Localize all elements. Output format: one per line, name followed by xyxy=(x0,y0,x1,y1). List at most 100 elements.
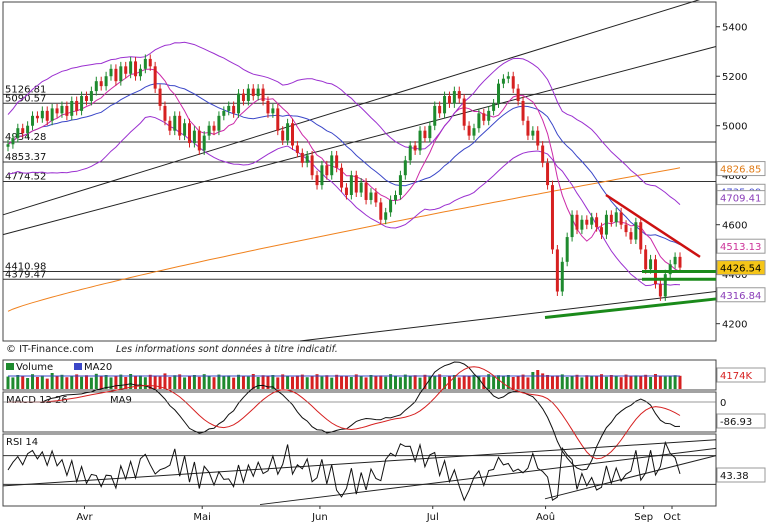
volume-bar xyxy=(310,375,314,389)
candle-body xyxy=(482,113,486,121)
volume-bar xyxy=(585,375,589,389)
ma20-legend-label: MA20 xyxy=(84,362,112,373)
candle-body xyxy=(163,105,167,121)
candle-body xyxy=(634,222,638,240)
volume-bar xyxy=(286,376,290,389)
volume-bar xyxy=(168,377,172,389)
macd-zero-label: 0 xyxy=(720,398,726,409)
candle-body xyxy=(290,123,294,146)
candle-body xyxy=(389,199,393,213)
volume-bar xyxy=(148,374,152,389)
volume-bar xyxy=(477,375,481,389)
rsi-trendline-3 xyxy=(544,455,717,500)
volume-bar xyxy=(256,377,260,389)
volume-bar xyxy=(31,374,35,389)
volume-bar xyxy=(639,376,643,389)
candle-body xyxy=(271,108,275,114)
volume-bar xyxy=(369,375,373,389)
volume-bar xyxy=(16,375,20,389)
candle-body xyxy=(438,105,442,114)
candle-body xyxy=(109,68,113,77)
candle-body xyxy=(84,96,88,101)
volume-bar xyxy=(546,375,550,389)
ma-short-line xyxy=(7,68,681,272)
volume-bar xyxy=(570,375,574,389)
candle-body xyxy=(614,212,618,223)
candle-body xyxy=(129,61,133,74)
volume-bar xyxy=(217,374,221,389)
level-label: 4934.28 xyxy=(5,132,46,143)
y-tick-label: 4200 xyxy=(722,320,747,331)
volume-bar xyxy=(26,378,30,389)
volume-bar xyxy=(45,378,49,389)
y-tick-label: 5000 xyxy=(722,122,747,133)
candle-body xyxy=(398,175,402,196)
right-value-label: 4826.85 xyxy=(720,165,761,176)
volume-bar xyxy=(550,376,554,389)
rsi-line xyxy=(7,440,681,502)
y-tick-label: 4800 xyxy=(722,171,747,182)
volume-bar xyxy=(290,376,294,389)
candle-body xyxy=(124,66,128,74)
level-label: 5090.57 xyxy=(5,93,46,104)
candle-body xyxy=(212,125,216,131)
volume-bar xyxy=(197,376,201,389)
candle-body xyxy=(35,115,39,119)
candle-body xyxy=(580,219,584,230)
volume-bar xyxy=(300,374,304,389)
volume-bar xyxy=(403,374,407,389)
candle-body xyxy=(26,125,30,134)
volume-bar xyxy=(207,375,211,389)
volume-bar xyxy=(99,376,103,389)
candle-body xyxy=(349,175,353,196)
candle-body xyxy=(487,110,491,121)
candle-body xyxy=(222,110,226,116)
candle-body xyxy=(60,105,64,114)
candle-body xyxy=(217,115,221,131)
volume-bar xyxy=(158,376,162,389)
x-month-label: Aoû xyxy=(536,511,555,523)
candle-body xyxy=(261,88,265,101)
candle-body xyxy=(477,113,481,129)
candle-body xyxy=(369,192,373,200)
volume-bar xyxy=(153,375,157,389)
volume-bar xyxy=(653,374,657,389)
upper-channel-line xyxy=(2,0,701,216)
candle-body xyxy=(266,100,270,114)
volume-bar xyxy=(84,375,88,389)
candle-body xyxy=(237,93,241,114)
volume-bar xyxy=(619,377,623,389)
bollinger-lower-line xyxy=(7,115,681,287)
volume-bar xyxy=(541,373,545,389)
x-month-label: Avr xyxy=(76,512,93,523)
volume-bar xyxy=(531,372,535,389)
volume-bar xyxy=(222,376,226,389)
volume-bar xyxy=(516,375,520,389)
x-month-label: Mai xyxy=(193,512,211,523)
right-value-box xyxy=(716,238,766,254)
macd-panel-frame xyxy=(2,391,717,433)
macd-line xyxy=(8,361,681,471)
volume-bar xyxy=(354,374,358,389)
rsi-value-box xyxy=(716,467,766,483)
candle-body xyxy=(550,185,554,250)
level-label: 4410.98 xyxy=(5,261,46,272)
volume-bar xyxy=(600,374,604,389)
candle-body xyxy=(408,145,412,161)
volume-bar xyxy=(281,374,285,389)
volume-bar xyxy=(511,377,515,389)
volume-bar xyxy=(70,375,74,389)
right-value-box xyxy=(716,190,766,206)
volume-bar xyxy=(330,377,334,389)
volume-bar xyxy=(241,375,245,389)
candle-body xyxy=(492,103,496,111)
candle-body xyxy=(590,217,594,225)
volume-bar xyxy=(276,377,280,389)
candle-body xyxy=(75,100,79,111)
volume-bar xyxy=(50,373,54,389)
candle-body xyxy=(168,120,172,131)
volume-bar xyxy=(506,375,510,389)
volume-bar xyxy=(595,375,599,389)
rsi-panel-frame xyxy=(2,433,717,507)
